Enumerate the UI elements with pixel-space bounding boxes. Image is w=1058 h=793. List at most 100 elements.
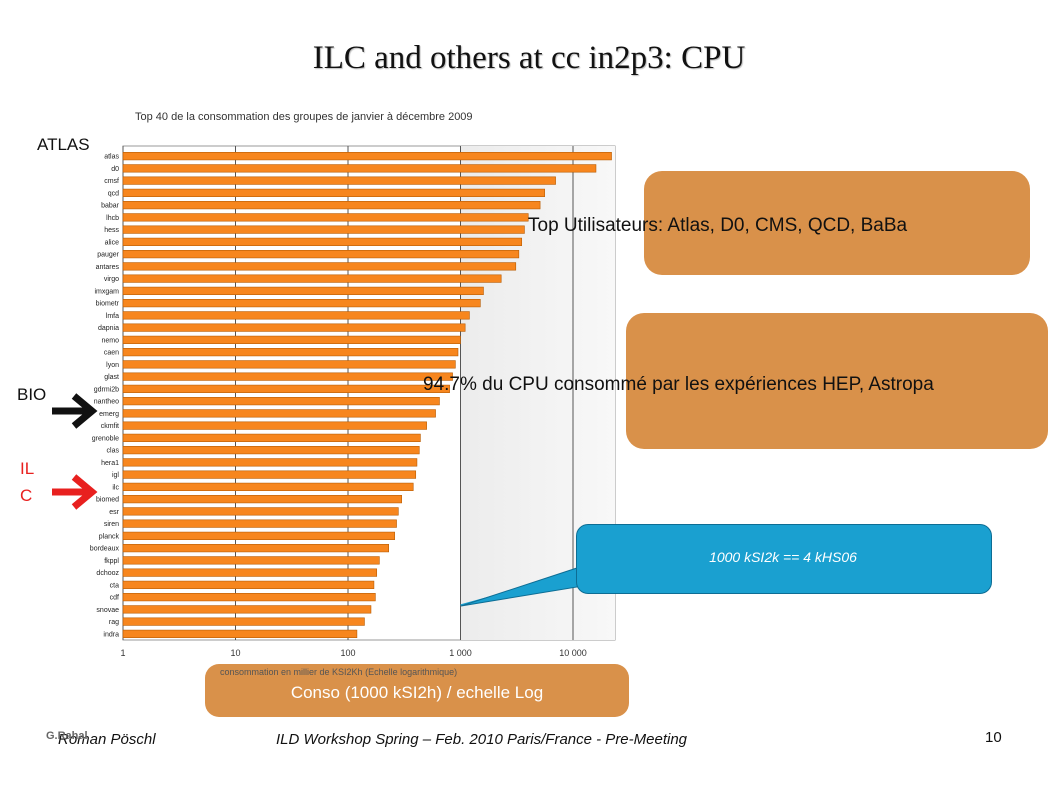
category-label: alice <box>105 239 120 246</box>
category-label: lmfa <box>106 313 119 320</box>
category-label: cta <box>110 582 119 589</box>
bar <box>122 372 453 381</box>
bar <box>122 323 466 332</box>
category-label: planck <box>99 533 120 540</box>
bar <box>122 593 376 602</box>
cpu-share-text: 94.7% du CPU consommé par les expérience… <box>423 374 934 395</box>
category-label: babar <box>101 203 120 210</box>
bar <box>122 348 459 357</box>
bio-arrow-icon <box>52 393 98 429</box>
bar <box>122 286 484 295</box>
bar <box>122 237 523 246</box>
category-label: dapnia <box>98 325 119 332</box>
x-tick-label: 10 000 <box>559 648 587 658</box>
bar <box>122 311 470 320</box>
callout-pointer <box>460 565 584 607</box>
bar <box>122 617 365 626</box>
bar <box>122 482 414 491</box>
category-label: hess <box>104 227 119 234</box>
ilc-label-line1: IL <box>20 459 35 478</box>
x-tick-label: 1 <box>120 648 125 658</box>
category-label: hera1 <box>101 460 119 467</box>
bar <box>122 262 517 271</box>
bar <box>122 164 597 173</box>
category-label: snovae <box>96 607 119 614</box>
bar <box>122 605 372 614</box>
bar <box>122 299 481 308</box>
bar <box>122 556 380 565</box>
category-label: glast <box>104 374 119 381</box>
bar <box>122 188 545 197</box>
bar <box>122 580 375 589</box>
category-label: grenoble <box>92 435 119 442</box>
conversion-callout-text: 1000 kSI2k == 4 kHS06 <box>709 549 857 565</box>
bar <box>122 544 389 553</box>
x-tick-label: 10 <box>230 648 240 658</box>
footer-event: ILD Workshop Spring – Feb. 2010 Paris/Fr… <box>276 731 688 748</box>
x-tick-label: 100 <box>340 648 355 658</box>
category-label: emerg <box>99 411 119 418</box>
bar-chart: 1 10 100 1 000 10 000 atlas d0 cmsf qcd babar lhcb… <box>90 145 616 658</box>
bar <box>122 470 417 479</box>
axis-note-box <box>205 664 629 717</box>
category-label: indra <box>103 631 119 638</box>
bio-label: BIO <box>17 385 47 404</box>
atlas-label: ATLAS <box>37 135 90 154</box>
bar <box>122 201 541 210</box>
bar <box>122 176 556 185</box>
bar <box>122 152 612 161</box>
category-label: virgo <box>104 276 119 283</box>
category-label: fkppl <box>104 558 119 565</box>
category-label: qcd <box>108 190 119 197</box>
category-label: siren <box>104 521 119 528</box>
category-label: biometr <box>96 301 120 308</box>
category-label: ilc <box>112 484 119 491</box>
bar <box>122 495 402 504</box>
category-label: lhcb <box>106 215 119 222</box>
category-label: clas <box>107 448 120 455</box>
footer-credit: G.Rahal <box>46 730 88 742</box>
category-label: bordeaux <box>90 546 120 553</box>
bar <box>122 458 418 467</box>
bar <box>122 629 358 638</box>
bar <box>122 360 456 369</box>
category-label: d0 <box>111 166 119 173</box>
bar <box>122 250 520 259</box>
category-label: antares <box>96 264 120 271</box>
x-tick-label: 1 000 <box>449 648 472 658</box>
category-label: pauger <box>97 252 119 259</box>
footer-author: Roman Pöschl <box>58 731 156 748</box>
bar <box>122 531 395 540</box>
ilc-label-line2: C <box>20 486 33 505</box>
bar <box>122 397 440 406</box>
category-label: cmsf <box>104 178 119 185</box>
bar <box>122 568 378 577</box>
bar <box>122 384 450 393</box>
category-label: lyon <box>106 362 119 369</box>
category-label: gdrmi2b <box>94 386 119 393</box>
category-label: cdf <box>110 595 119 602</box>
top-users-box <box>644 171 1030 275</box>
slide-title: ILC and others at cc in2p3: CPU <box>312 40 746 76</box>
category-label: nantheo <box>94 399 119 406</box>
category-label: ckmfit <box>101 423 119 430</box>
category-label: biomed <box>96 497 119 504</box>
axis-note-text: Conso (1000 kSI2h) / echelle Log <box>290 683 544 702</box>
category-label: igl <box>112 472 119 479</box>
bar <box>122 507 399 516</box>
bar <box>122 433 421 442</box>
category-label: atlas <box>104 154 119 161</box>
conversion-callout <box>576 524 992 594</box>
bar <box>122 519 397 528</box>
category-label: rag <box>109 619 119 626</box>
bar <box>122 335 461 344</box>
cpu-share-box <box>626 313 1048 449</box>
bar <box>122 213 529 222</box>
category-label: dchooz <box>96 570 119 577</box>
top-users-text: Top Utilisateurs: Atlas, D0, CMS, QCD, B… <box>528 215 908 236</box>
bar <box>122 421 427 430</box>
ilc-arrow-icon <box>52 474 98 510</box>
chart-title: Top 40 de la consommation des groupes de… <box>135 111 473 123</box>
category-label: imxgam <box>94 288 119 295</box>
category-label: caen <box>104 350 119 357</box>
